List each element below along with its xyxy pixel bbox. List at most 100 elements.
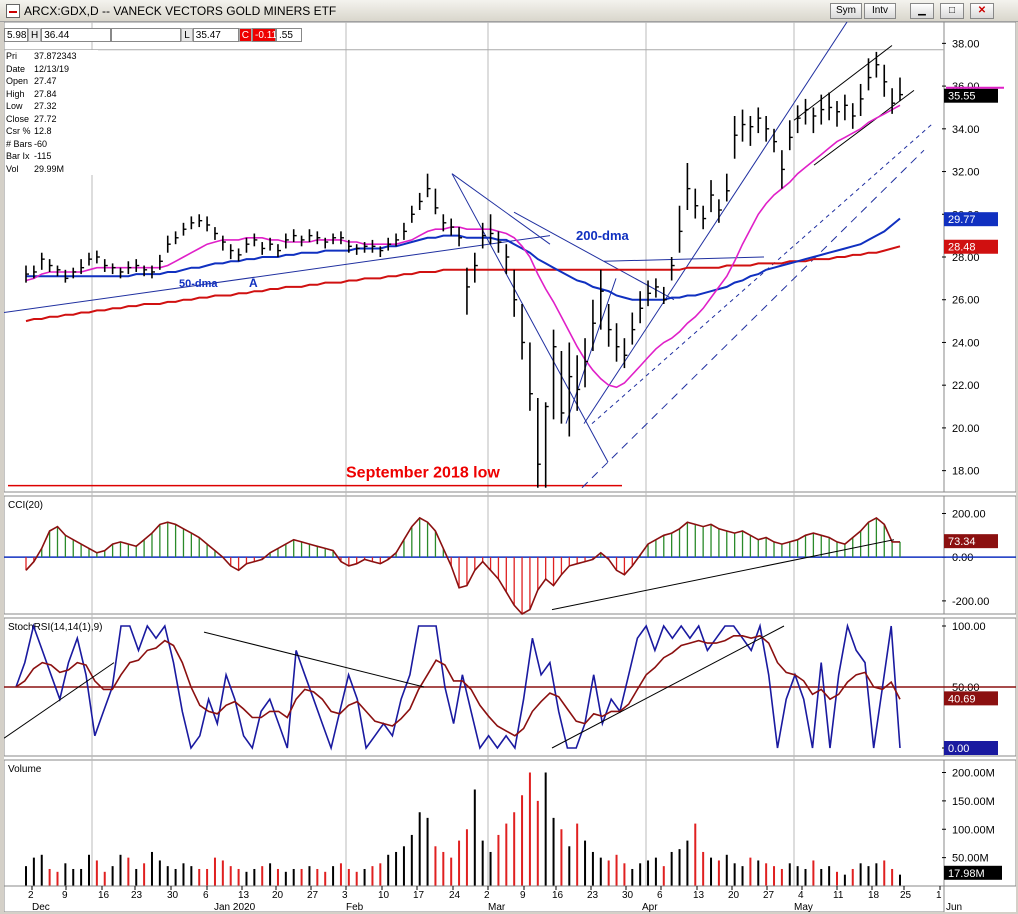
x-tick-label: 2 xyxy=(28,890,34,901)
x-tick-label: 20 xyxy=(272,890,284,901)
x-tick-label: 30 xyxy=(622,890,634,901)
x-tick-label: 23 xyxy=(587,890,599,901)
price-tick-label: 22.00 xyxy=(952,380,980,392)
cci-tick-label: -200.00 xyxy=(952,596,989,608)
data-window-row: Low 27.32 xyxy=(6,100,98,113)
volume-title: Volume xyxy=(8,764,42,775)
info-low-label: L xyxy=(181,28,193,42)
data-window-value: 12/13/19 xyxy=(34,63,70,74)
x-tick-label: 18 xyxy=(868,890,880,901)
x-month-label: Apr xyxy=(642,902,658,912)
data-window-row: Close 27.72 xyxy=(6,113,98,126)
data-window-row: # Bars -60 xyxy=(6,138,98,151)
symbol-button-label: Sym xyxy=(836,5,856,16)
volume-tick-label: 50.00M xyxy=(952,853,989,865)
stoch-trendline-1 xyxy=(4,662,115,739)
x-tick-label: 2 xyxy=(484,890,490,901)
info-high-value: 36.44 xyxy=(41,28,112,42)
a-mark-label: A xyxy=(249,276,258,290)
stoch-tick-label: 100.00 xyxy=(952,621,986,633)
trendline-fan-1 xyxy=(451,173,609,463)
close-button[interactable]: ✕ xyxy=(970,3,994,19)
sma200-line xyxy=(25,245,901,323)
x-tick-label: 30 xyxy=(167,890,179,901)
sma200-value-label-box xyxy=(944,239,998,254)
panel-axis-frame xyxy=(943,759,1016,887)
data-window-value: 27.47 xyxy=(34,76,57,86)
data-window-row: Date 12/13/19 xyxy=(6,63,98,76)
interval-button-label: Intv xyxy=(871,5,889,16)
stoch-value-label-1: 40.69 xyxy=(948,693,976,705)
cci-tick-label: 200.00 xyxy=(952,508,986,520)
stoch-trendline-3 xyxy=(551,625,785,749)
data-window-row: Vol 29.99M xyxy=(6,163,98,176)
x-tick-label: 3 xyxy=(342,890,348,901)
x-month-label: Feb xyxy=(346,902,364,912)
x-month-label: Jan 2020 xyxy=(214,902,256,912)
stoch-d-line xyxy=(15,634,901,737)
dma200-label: 200-dma xyxy=(576,228,630,243)
price-tick-label: 28.00 xyxy=(952,252,980,264)
resist-line xyxy=(603,256,765,262)
x-tick-label: 25 xyxy=(900,890,912,901)
stoch-k-line xyxy=(15,622,901,751)
data-window-key: Date xyxy=(6,63,26,74)
stoch-value-label-2: 0.00 xyxy=(948,743,969,755)
data-window-value: -115 xyxy=(34,151,52,161)
stoch-tick-label: 50.00 xyxy=(952,682,980,694)
chart-canvas[interactable]: 38.0036.0034.0032.0030.0028.0026.0024.00… xyxy=(4,22,1016,912)
minimize-button[interactable]: ▁ xyxy=(910,3,934,19)
info-high-label: H xyxy=(28,28,42,42)
x-tick-label: 24 xyxy=(449,890,461,901)
sma50-line xyxy=(26,217,901,301)
sma200-value-label: 28.48 xyxy=(948,242,976,254)
stoch-value-box-2 xyxy=(944,741,998,755)
x-tick-label: 13 xyxy=(238,890,250,901)
data-window-value: 29.99M xyxy=(34,163,65,174)
sma20-line xyxy=(25,104,901,389)
cci-trendline xyxy=(551,539,895,611)
x-month-label: Jun xyxy=(946,902,962,912)
price-tick-label: 20.00 xyxy=(952,423,980,435)
x-axis-frame xyxy=(4,885,945,912)
price-info-bar: 5.98 H 36.44 L 35.47 C -0.11 .55 xyxy=(4,28,303,42)
chart-app-icon xyxy=(6,3,20,18)
data-window-value: 27.32 xyxy=(34,101,57,111)
data-window-key: Pri xyxy=(6,51,17,61)
info-low-value: 35.47 xyxy=(192,28,239,42)
x-month-label: Mar xyxy=(488,902,506,912)
volume-tick-label: 100.00M xyxy=(952,824,995,836)
close-icon: ✕ xyxy=(977,5,987,16)
cci-line xyxy=(25,516,900,616)
data-window-value: -60 xyxy=(34,138,48,149)
x-tick-label: 20 xyxy=(728,890,740,901)
x-tick-label: 9 xyxy=(520,890,526,901)
price-tick-label: 32.00 xyxy=(952,167,980,179)
stoch-value-box-1 xyxy=(944,691,998,706)
sma50-value-label: 29.77 xyxy=(948,214,976,226)
price-tick-label: 38.00 xyxy=(952,38,980,50)
volume-value-label: 17.98M xyxy=(948,868,985,880)
data-window: Pri 37.872343 Date 12/13/19 Open 27.47 High 27.… xyxy=(6,50,98,175)
info-first: 5.98 xyxy=(4,28,28,42)
stoch-title: StochRSI(14,14(1),9) xyxy=(8,622,103,633)
interval-button[interactable]: Intv xyxy=(864,3,896,19)
data-window-row: Bar Ix -115 xyxy=(6,150,98,163)
data-window-value: 37.872343 xyxy=(34,51,77,61)
data-window-value: 27.72 xyxy=(34,113,57,124)
data-window-row: High 27.84 xyxy=(6,88,98,101)
window-title: ARCX:GDX,D -- VANECK VECTORS GOLD MINERS… xyxy=(24,3,337,18)
stoch-trendline-2 xyxy=(203,631,425,688)
data-window-key: Low xyxy=(6,101,23,111)
data-window-key: Open xyxy=(6,76,29,86)
symbol-button[interactable]: Sym xyxy=(830,3,862,19)
x-tick-label: 23 xyxy=(131,890,143,901)
price-tick-label: 24.00 xyxy=(952,337,980,349)
x-month-label: May xyxy=(794,902,813,912)
maximize-button[interactable]: □ xyxy=(940,3,964,19)
price-tick-label: 18.00 xyxy=(952,466,980,478)
x-tick-label: 6 xyxy=(203,890,209,901)
info-change-label: C xyxy=(238,28,253,42)
x-tick-label: 1 xyxy=(936,890,942,901)
sma50-value-label-box xyxy=(944,212,998,227)
